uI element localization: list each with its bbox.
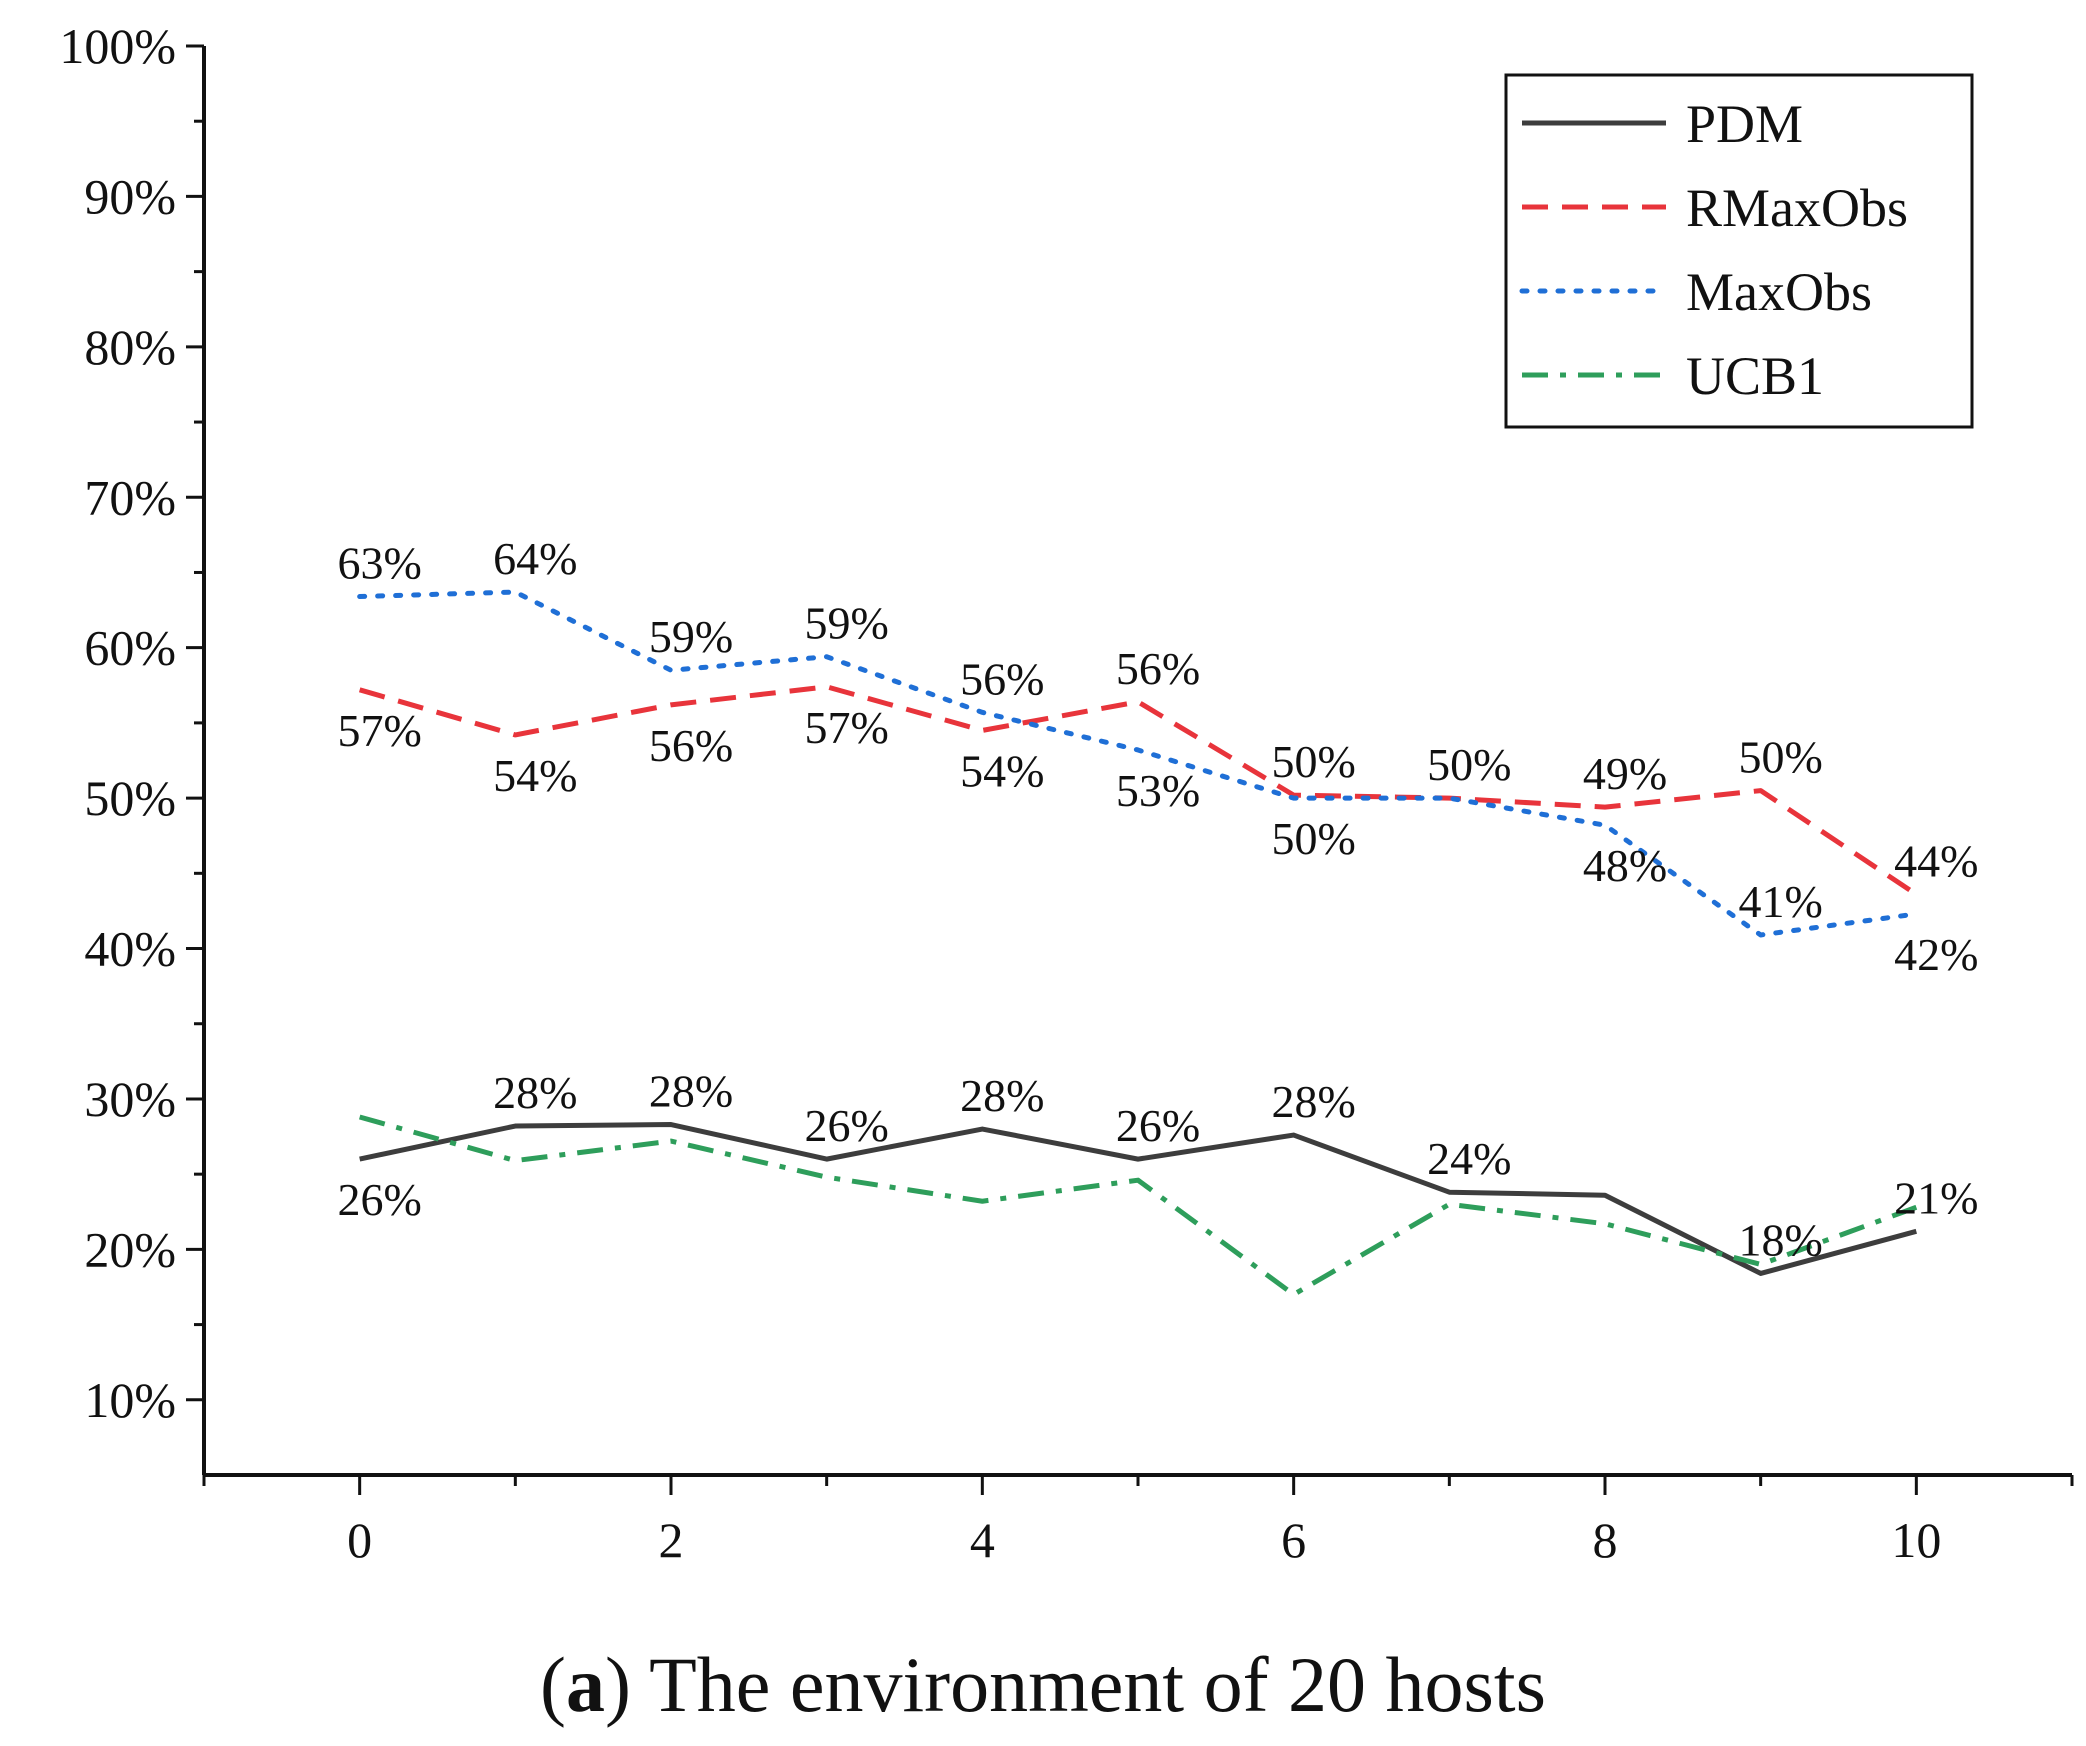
y-axis: 10% 20% 30% 40% 50% 60% 70% 80% 90% 100%: [59, 18, 206, 1475]
data-label-rmaxobs: 56%: [649, 720, 733, 771]
data-label-maxobs: 56%: [960, 653, 1044, 704]
legend: PDM RMaxObs MaxObs UCB1: [1504, 73, 1974, 429]
y-tick-label: 60%: [84, 620, 176, 676]
data-label-maxobs: 59%: [649, 611, 733, 662]
x-tick-label: 6: [1281, 1512, 1306, 1568]
data-label-maxobs: 48%: [1583, 840, 1667, 891]
data-label-rmaxobs: 49%: [1583, 748, 1667, 799]
x-tick-label: 10: [1891, 1512, 1941, 1568]
figure-caption: (a) The environment of 20 hosts: [0, 1640, 2086, 1730]
series-line-ucb1: [358, 1114, 1918, 1297]
legend-box: [1504, 73, 1974, 429]
data-label-rmaxobs: 56%: [1116, 643, 1200, 694]
data-label-pdm: 24%: [1427, 1133, 1511, 1184]
data-label-rmaxobs: 57%: [338, 705, 422, 756]
data-label-rmaxobs: 54%: [493, 750, 577, 801]
data-label-rmaxobs: 54%: [960, 745, 1044, 796]
data-label-maxobs: 63%: [338, 538, 422, 589]
data-label-maxobs: 64%: [493, 533, 577, 584]
data-label-pdm: 28%: [1272, 1076, 1356, 1127]
line-chart: 10%20%30%40%50%60%70%80%90%100% 0 2 4 6 8 10 …: [59, 18, 2074, 1568]
y-tick-label: 100%: [59, 18, 176, 74]
legend-label-ucb1: UCB1: [1686, 346, 1824, 406]
series-lines: [357, 589, 1919, 1297]
series-line-maxobs: [357, 589, 1919, 938]
data-label-pdm: 18%: [1739, 1214, 1823, 1265]
data-label-pdm: 28%: [960, 1070, 1044, 1121]
data-label-rmaxobs: 57%: [805, 702, 889, 753]
data-label-maxobs: 50%: [1272, 813, 1356, 864]
data-label-maxobs: 53%: [1116, 765, 1200, 816]
data-label-pdm: 26%: [805, 1100, 889, 1151]
y-tick-label: 10%: [84, 1372, 176, 1428]
y-tick-label: 90%: [84, 168, 176, 224]
y-tick-label: 50%: [84, 770, 176, 826]
data-label-maxobs: 59%: [805, 598, 889, 649]
series-line-pdm: [359, 1122, 1917, 1276]
x-tick-label: 0: [347, 1512, 372, 1568]
data-label-pdm: 28%: [649, 1066, 733, 1117]
legend-label-pdm: PDM: [1686, 94, 1803, 154]
x-tick-label: 4: [970, 1512, 995, 1568]
data-label-rmaxobs: 50%: [1739, 732, 1823, 783]
caption-text: The environment of 20 hosts: [631, 1641, 1546, 1728]
y-tick-label: 20%: [84, 1221, 176, 1277]
data-label-pdm: 21%: [1894, 1172, 1978, 1223]
series-line-rmaxobs: [358, 684, 1918, 897]
data-label-rmaxobs: 50%: [1427, 739, 1511, 790]
data-label-pdm: 26%: [1116, 1100, 1200, 1151]
x-tick-label: 8: [1593, 1512, 1618, 1568]
data-label-rmaxobs: 44%: [1894, 835, 1978, 886]
y-tick-label: 40%: [84, 921, 176, 977]
data-label-rmaxobs: 50%: [1272, 736, 1356, 787]
y-tick-label: 70%: [84, 469, 176, 525]
data-label-pdm: 26%: [338, 1174, 422, 1225]
caption-open: (: [540, 1641, 567, 1728]
data-label-pdm: 28%: [493, 1067, 577, 1118]
data-label-maxobs: 41%: [1739, 876, 1823, 927]
data-label-maxobs: 42%: [1894, 929, 1978, 980]
legend-label-maxobs: MaxObs: [1686, 262, 1872, 322]
caption-label: a: [566, 1641, 606, 1728]
caption-close: ): [605, 1641, 631, 1728]
x-axis: 0 2 4 6 8 10: [202, 1473, 2074, 1568]
x-tick-label: 2: [659, 1512, 684, 1568]
legend-label-rmaxobs: RMaxObs: [1686, 178, 1908, 238]
y-tick-label: 30%: [84, 1071, 176, 1127]
y-tick-label: 80%: [84, 319, 176, 375]
data-labels: 26% 28% 28% 26% 28% 26% 28% 24% 18% 21% 57% 54% 56% 5…: [338, 533, 1979, 1265]
